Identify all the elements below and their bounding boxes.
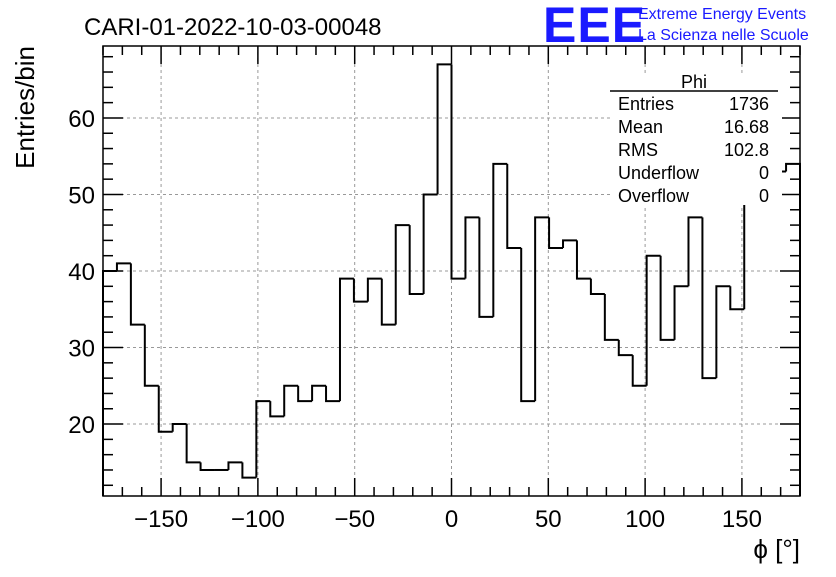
stats-box-title: Phi: [681, 72, 707, 92]
histogram-bin: [645, 254, 661, 386]
stats-box-background: [610, 75, 782, 205]
histogram-bin: [394, 224, 410, 325]
axis-ticks: [102, 46, 801, 496]
histogram-bin: [311, 384, 327, 402]
histogram-bin: [380, 278, 396, 326]
chart-title: CARI-01-2022-10-03-00048: [84, 14, 382, 41]
y-tick-label: 40: [68, 259, 95, 286]
histogram-bin: [325, 385, 340, 403]
histogram-bin: [673, 285, 689, 340]
histogram-bin: [464, 216, 480, 279]
y-tick-label: 50: [68, 182, 95, 209]
eee-logo-line2: La Scienza nelle Scuole: [638, 27, 809, 44]
stats-box: Phi Entries 1736 Mean 16.68 RMS 102.8 Underflo…: [610, 72, 782, 206]
histogram-bin: [617, 339, 633, 357]
eee-logo-line1: Extreme Energy Events: [638, 6, 806, 23]
x-tick-label: 150: [722, 506, 762, 533]
histogram-bin: [534, 216, 550, 402]
stats-row-label: Entries: [618, 94, 674, 114]
stats-row-label: Mean: [618, 117, 663, 137]
y-tick-label: 30: [68, 336, 95, 363]
x-tick-label: 0: [445, 506, 458, 533]
x-tick-label: −100: [231, 506, 285, 533]
histogram-bin: [157, 385, 173, 433]
stats-row-value: 0: [759, 163, 769, 183]
histogram-bin: [575, 240, 591, 280]
histogram-bin: [129, 263, 145, 326]
histogram-bin: [478, 217, 494, 318]
histogram-bin: [255, 400, 271, 478]
x-axis-label: ϕ [°]: [753, 534, 800, 564]
x-tick-label: −50: [334, 506, 375, 533]
histogram-bin: [589, 278, 605, 295]
stats-row-value: 16.68: [724, 117, 769, 137]
stats-row-value: 1736: [729, 94, 769, 114]
histogram-bin: [603, 293, 619, 341]
histogram-bin: [715, 285, 731, 379]
y-tick-label: 20: [68, 412, 95, 439]
histogram-bin: [297, 385, 313, 403]
histogram-bin: [631, 355, 647, 387]
histogram-bin: [171, 423, 187, 432]
histogram-bin: [785, 162, 801, 496]
histogram-bin: [352, 278, 368, 303]
y-tick-label: 60: [68, 106, 95, 133]
histogram-bin: [366, 277, 382, 302]
histogram-bin: [338, 277, 354, 402]
histogram-bin: [422, 193, 438, 294]
histogram-bin: [102, 270, 117, 496]
histogram-bin: [450, 64, 466, 280]
histogram-bin: [185, 424, 201, 464]
x-tick-label: −150: [134, 506, 188, 533]
histogram-bin: [659, 255, 675, 341]
histogram-bin: [199, 462, 215, 471]
histogram-bin: [436, 63, 452, 195]
histogram-bin: [227, 461, 243, 470]
x-tick-label: 50: [535, 506, 562, 533]
histogram-bin: [743, 193, 759, 310]
y-axis-label: Entries/bin: [10, 46, 40, 169]
axis-tick-labels: −150 −100 −50 0 50 100 150 20 30 40 50 60: [68, 106, 762, 533]
eee-logo: EEE Extreme Energy Events La Scienza nel…: [543, 0, 809, 53]
histogram-bin: [729, 286, 745, 311]
histogram-bin: [241, 462, 257, 479]
histogram-bin: [492, 162, 508, 317]
histogram-bin: [115, 262, 131, 271]
histogram-bin: [143, 324, 159, 387]
histogram-bin: [520, 248, 536, 403]
histogram-bin: [506, 163, 522, 250]
stats-row-value: 0: [759, 186, 769, 206]
stats-row-label: Underflow: [618, 163, 700, 183]
stats-row-value: 102.8: [724, 140, 769, 160]
eee-logo-mark: EEE: [543, 0, 646, 53]
stats-rows: Entries 1736 Mean 16.68 RMS 102.8 Underflow 0 Ov…: [618, 94, 769, 206]
x-tick-label: 100: [625, 506, 665, 533]
stats-row-label: Overflow: [618, 186, 690, 206]
histogram-bin: [687, 216, 703, 287]
histogram-bin: [548, 217, 564, 250]
histogram-bin: [269, 401, 285, 418]
histogram-bin: [283, 384, 299, 417]
histogram-bin: [562, 239, 577, 249]
histogram-bin: [408, 225, 424, 295]
histogram-bin: [701, 217, 717, 380]
stats-row-label: RMS: [618, 140, 658, 160]
